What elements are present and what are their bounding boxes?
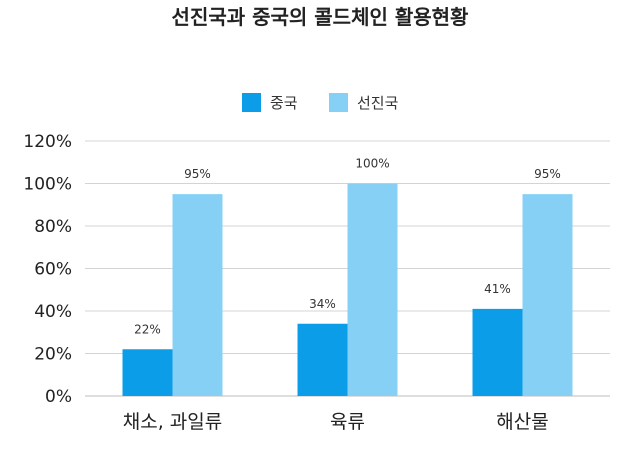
y-tick-label: 100% xyxy=(23,175,72,195)
data-label: 95% xyxy=(184,167,211,181)
data-label: 22% xyxy=(134,322,161,336)
data-label: 34% xyxy=(309,297,336,311)
y-tick-label: 40% xyxy=(34,302,72,322)
y-tick-label: 20% xyxy=(34,345,72,365)
y-tick-label: 0% xyxy=(45,387,72,407)
x-tick-label: 육류 xyxy=(330,411,365,433)
data-labels: 22% 95% 34% 100% 41% 95% xyxy=(134,157,561,337)
legend-label-developed: 선진국 xyxy=(357,94,399,112)
bar xyxy=(472,308,523,396)
data-label: 41% xyxy=(484,282,511,296)
bars xyxy=(122,183,573,396)
legend-swatch-developed xyxy=(329,93,348,112)
x-tick-label: 채소, 과일류 xyxy=(123,411,222,433)
x-tick-label: 해산물 xyxy=(496,411,548,433)
y-tick-label: 80% xyxy=(34,217,72,237)
chart-title: 선진국과 중국의 콜드체인 활용현황 xyxy=(172,5,469,29)
y-tick-label: 60% xyxy=(34,260,72,280)
bar xyxy=(122,349,173,396)
bar xyxy=(347,183,398,396)
legend-swatch-china xyxy=(242,93,261,112)
y-axis-ticks: 0% 20% 40% 60% 80% 100% 120% xyxy=(23,132,72,407)
data-label: 100% xyxy=(355,157,389,171)
y-tick-label: 120% xyxy=(23,132,72,152)
legend-label-china: 중국 xyxy=(270,94,298,112)
data-label: 95% xyxy=(534,167,561,181)
x-axis-ticks: 채소, 과일류 육류 해산물 xyxy=(123,411,549,433)
bar xyxy=(172,194,223,396)
bar xyxy=(522,194,573,396)
legend: 중국 선진국 xyxy=(242,93,399,112)
bar xyxy=(297,323,348,396)
